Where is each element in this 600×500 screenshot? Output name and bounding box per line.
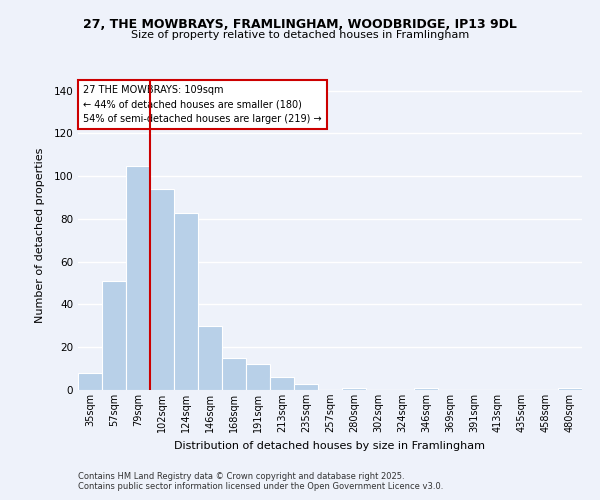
Bar (102, 281, 126, 390)
Bar (78, 373, 102, 390)
Bar (294, 384, 318, 390)
Bar (174, 212, 198, 390)
Bar (270, 377, 294, 390)
Text: Size of property relative to detached houses in Framlingham: Size of property relative to detached ho… (131, 30, 469, 40)
Bar (126, 166, 150, 390)
Y-axis label: Number of detached properties: Number of detached properties (35, 148, 45, 322)
Text: 27, THE MOWBRAYS, FRAMLINGHAM, WOODBRIDGE, IP13 9DL: 27, THE MOWBRAYS, FRAMLINGHAM, WOODBRIDG… (83, 18, 517, 30)
Bar (246, 364, 270, 390)
Bar (222, 358, 246, 390)
Bar (414, 388, 438, 390)
Bar (198, 326, 222, 390)
Bar (150, 189, 174, 390)
Text: Contains HM Land Registry data © Crown copyright and database right 2025.: Contains HM Land Registry data © Crown c… (78, 472, 404, 481)
X-axis label: Distribution of detached houses by size in Framlingham: Distribution of detached houses by size … (175, 440, 485, 450)
Text: Contains public sector information licensed under the Open Government Licence v3: Contains public sector information licen… (78, 482, 443, 491)
Bar (342, 388, 366, 390)
Bar (558, 388, 582, 390)
Text: 27 THE MOWBRAYS: 109sqm
← 44% of detached houses are smaller (180)
54% of semi-d: 27 THE MOWBRAYS: 109sqm ← 44% of detache… (83, 84, 322, 124)
